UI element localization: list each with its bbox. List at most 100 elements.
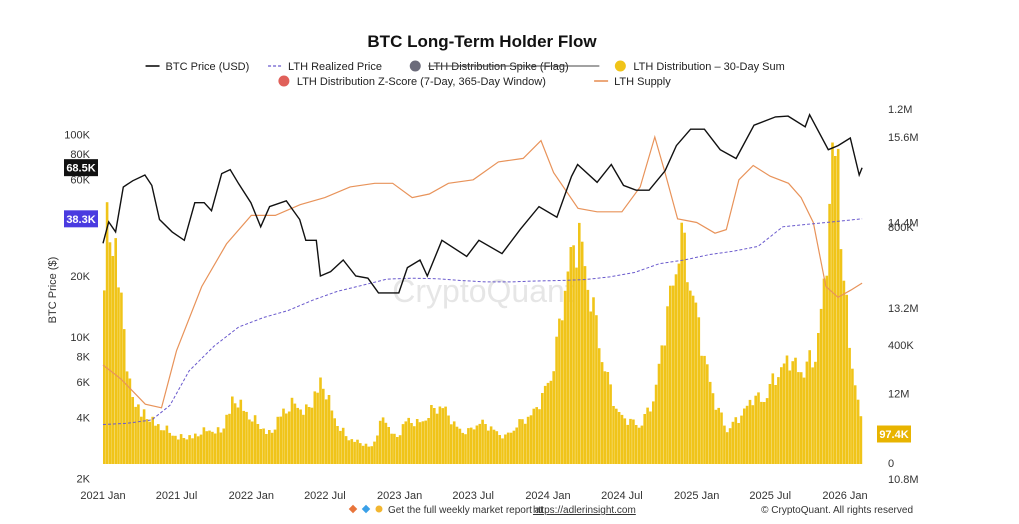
distribution-bar [751,405,755,464]
distribution-bar [691,295,695,464]
legend-label: LTH Distribution Z-Score (7-Day, 365-Day… [297,76,546,88]
legend-swatch [278,75,290,87]
distribution-bar [191,438,194,464]
distribution-bar [535,407,538,464]
y-right-supply-tick-12m: 12M [888,389,909,401]
distribution-bar [472,429,476,464]
distribution-bar [202,427,206,464]
distribution-bar [561,320,564,464]
legend: BTC Price (USD) LTH Realized Price LTH Dis… [145,60,785,89]
distribution-bar [643,414,646,464]
distribution-bar [111,256,115,464]
distribution-bar [774,385,777,464]
realized-price-badge-label: 38.3K [66,214,95,226]
right-axis: 15.6M 14.4M 13.2M 12M 10.8M 1.2M 800K 400K 0 [888,104,919,486]
distribution-bar [233,403,237,464]
distribution-bar [199,434,203,464]
distribution-bar [179,434,183,464]
distribution-bar [427,418,430,464]
legend-item-lth-distribution-spike-flag[interactable]: LTH Distribution Spike (Flag) [409,60,600,74]
distribution-bar [853,385,857,464]
distribution-bar [652,401,655,464]
distribution-bar [361,445,365,464]
distribution-bar [401,424,405,464]
distribution-bar [487,430,490,464]
distribution-bar [686,282,689,464]
distribution-bar [512,430,516,464]
distribution-bar [359,443,362,464]
legend-item-btc-price-usd[interactable]: BTC Price (USD) [145,61,250,73]
distribution-bar [370,446,373,464]
distribution-bar [583,266,587,464]
distribution-bar [239,399,243,464]
realized-price-badge: 38.3K [64,210,98,228]
distribution-bar [333,418,336,464]
distribution-bar [711,393,715,464]
distribution-bar [469,427,473,464]
legend-item-lth-distribution-30-day-sum[interactable]: LTH Distribution – 30-Day Sum [614,60,785,74]
distribution-bar [680,222,683,464]
distribution-bar [572,245,575,464]
distribution-bar [842,280,846,464]
y-axis-label: BTC Price ($) [47,257,59,324]
distribution-bar [287,411,291,464]
distribution-bar [478,423,482,464]
y-left-tick-10k: 10K [70,332,90,344]
distribution-bar [723,425,726,464]
distribution-bar [623,418,627,464]
distribution-bar [250,421,254,464]
distribution-bar [339,430,342,464]
distribution-badge-label: 97.4K [879,429,908,441]
distribution-bar [151,416,154,464]
distribution-bar [418,422,422,464]
footer: Get the full weekly market report at htt… [348,504,913,516]
distribution-bar [728,428,732,464]
distribution-bar [708,381,712,464]
legend-item-lth-realized-price[interactable]: LTH Realized Price [268,61,382,73]
distribution-bar [634,425,638,464]
distribution-bar [433,408,436,464]
distribution-bar [839,249,843,464]
distribution-bar [566,271,570,464]
distribution-bar [620,414,624,464]
distribution-bar [666,306,669,464]
distribution-bar [555,336,558,464]
distribution-bar [802,377,806,464]
distribution-bar [424,420,427,464]
x-tick-2021-jul: 2021 Jul [156,490,198,502]
distribution-bar [407,417,410,464]
legend-item-lth-supply[interactable]: LTH Supply [594,76,671,88]
distribution-bar [310,407,314,464]
distribution-bar [390,433,393,464]
distribution-bar [313,391,317,464]
legend-item-lth-distribution-z-score-7-day-365-day-window[interactable]: LTH Distribution Z-Score (7-Day, 365-Day… [278,75,546,89]
distribution-bar [859,416,863,464]
distribution-bar [498,435,501,464]
distribution-bar [208,430,211,464]
distribution-bar [748,399,752,464]
x-tick-2024-jul: 2024 Jul [601,490,643,502]
distribution-bar [501,438,504,464]
distribution-bar [367,446,371,464]
distribution-bar [700,355,703,464]
distribution-bar [831,142,834,464]
distribution-bar [597,348,601,464]
distribution-bar [205,431,208,464]
distribution-bar [836,148,840,464]
legend-label: LTH Distribution Spike (Flag) [428,61,568,73]
y-left-tick-60k: 60K [70,174,90,186]
distribution-bars [103,142,863,464]
distribution-bar [430,405,433,464]
x-tick-2023-jul: 2023 Jul [452,490,494,502]
distribution-bar [225,414,228,464]
distribution-bar [586,289,590,464]
legend-label: LTH Supply [614,76,671,88]
distribution-bar [714,409,718,464]
footer-report-link[interactable]: https://adlerinsight.com [533,505,636,516]
x-tick-2023-jan: 2023 Jan [377,490,422,502]
y-right-dist-tick-0: 0 [888,458,894,470]
distribution-bar [481,419,484,464]
distribution-bar [549,380,553,464]
distribution-bar [353,441,356,464]
